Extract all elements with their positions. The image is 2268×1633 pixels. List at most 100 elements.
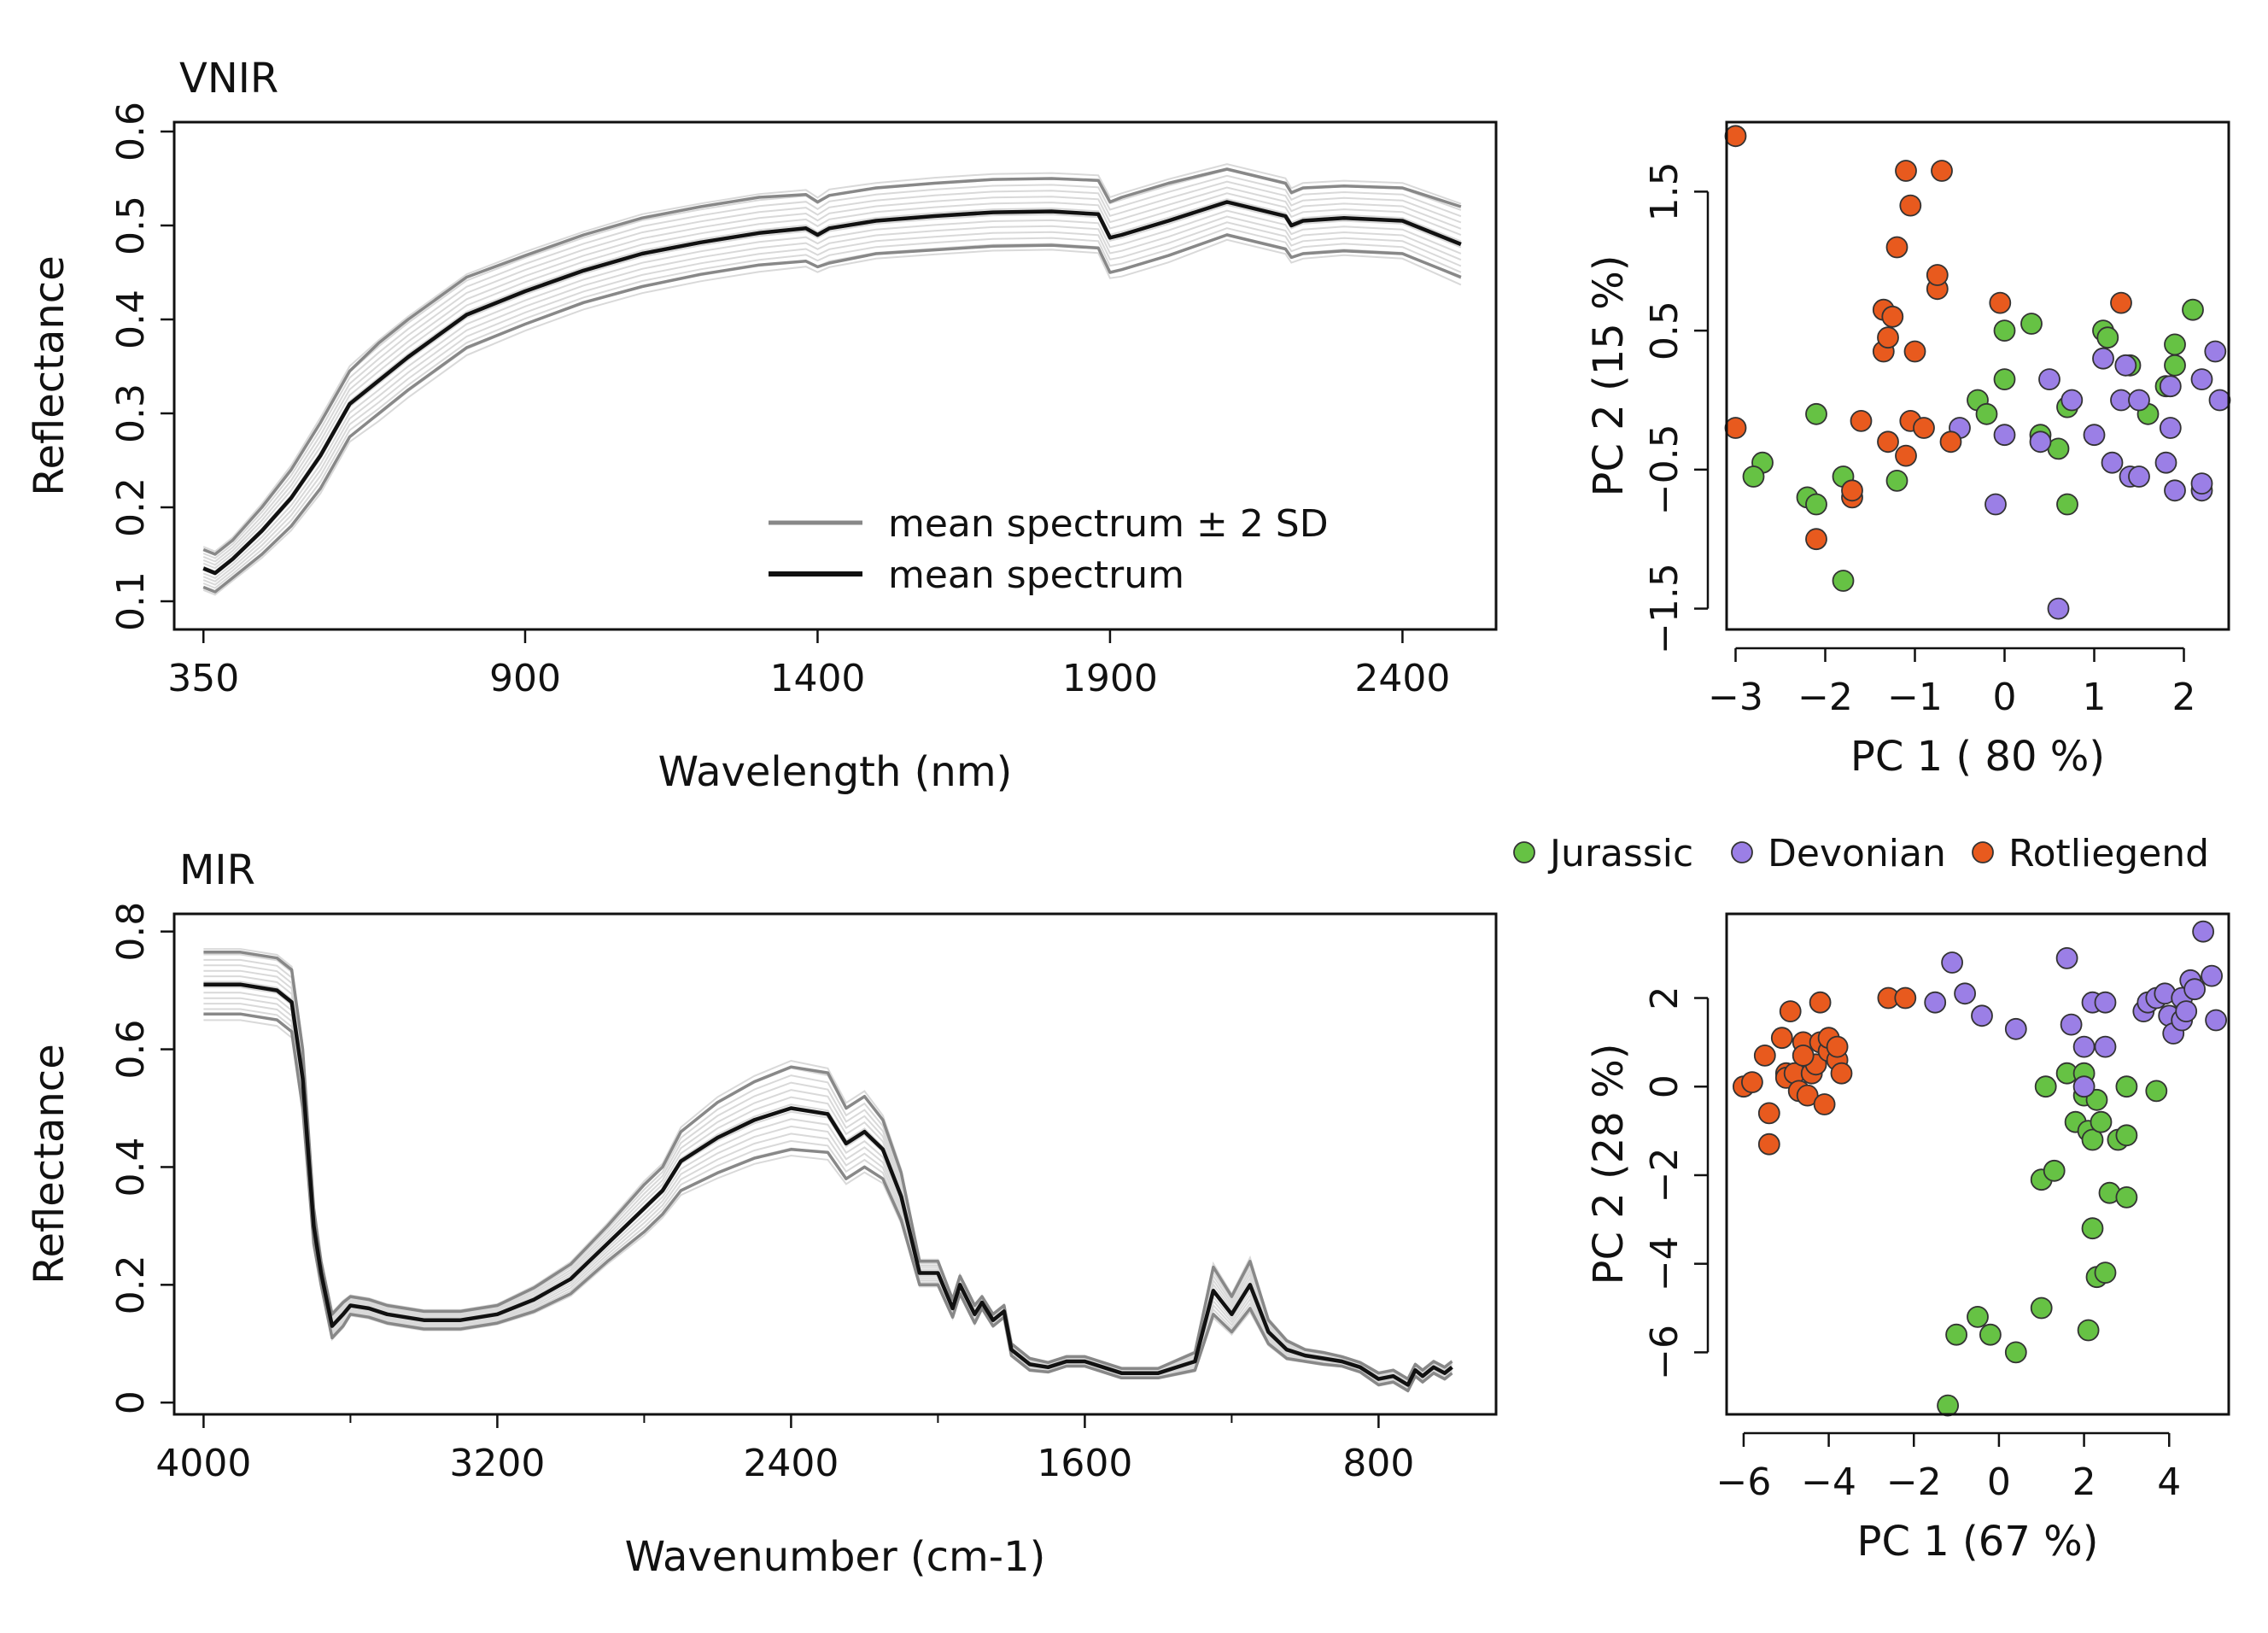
- data-point: [1877, 430, 1899, 454]
- x-tick-label: −6: [1716, 1460, 1771, 1504]
- legend-label: mean spectrum ± 2 SD: [888, 502, 1329, 546]
- x-tick-label: 4: [2157, 1460, 2181, 1504]
- x-tick-label: −2: [1797, 676, 1853, 719]
- data-point: [2128, 389, 2150, 412]
- sample-spectrum-line: [203, 997, 1453, 1390]
- data-point: [2020, 313, 2043, 335]
- plot-frame: [1725, 120, 2230, 631]
- plot-frame: [1725, 912, 2230, 1416]
- sample-spectrum-line: [202, 186, 1462, 566]
- data-point: [1813, 1093, 1836, 1115]
- data-point: [1941, 951, 1964, 974]
- data-point: [2043, 1159, 2066, 1182]
- x-tick-label: 0: [1993, 676, 2017, 719]
- data-point: [2115, 1124, 2138, 1147]
- y-tick-label: 1.5: [1643, 161, 1686, 221]
- data-point: [2092, 347, 2114, 370]
- data-point: [2204, 340, 2227, 363]
- data-point: [1724, 417, 1747, 439]
- data-point: [2029, 430, 2052, 454]
- data-point: [2094, 1035, 2117, 1058]
- sd-spectrum-line: [203, 951, 1453, 1381]
- data-point: [1809, 991, 1832, 1014]
- data-point: [2056, 493, 2078, 516]
- data-point: [1975, 402, 1998, 425]
- y-tick-label: 0.5: [1643, 301, 1686, 360]
- data-point: [2164, 479, 2186, 502]
- data-point: [2115, 1186, 2138, 1209]
- data-point: [2083, 424, 2106, 447]
- legend-marker: [1513, 841, 1535, 863]
- sample-spectrum-line: [202, 180, 1462, 563]
- data-point: [1954, 982, 1977, 1005]
- x-axis-label: Wavelength (nm): [658, 748, 1013, 796]
- y-tick-label: −6: [1643, 1325, 1686, 1380]
- data-point: [1757, 1133, 1780, 1156]
- y-tick-label: 0.6: [109, 1020, 153, 1080]
- data-point: [2159, 375, 2182, 398]
- y-axis-label: PC 2 (15 %): [1585, 255, 1633, 497]
- x-tick-label: 1: [2083, 676, 2107, 719]
- sample-spectrum-line: [202, 227, 1462, 589]
- data-point: [1984, 493, 2007, 516]
- data-point: [2055, 947, 2078, 969]
- data-point: [1885, 236, 1909, 259]
- data-point: [2081, 1128, 2104, 1151]
- y-axis-label: Reflectance: [26, 1044, 73, 1284]
- panel-pca-mir: −6 −4 −2 0 2 4 −6 −4 −2 0 2 PC 1 (67 %) PC 2 (28 %): [1585, 912, 2230, 1566]
- data-point: [1993, 424, 2016, 447]
- data-point: [2101, 451, 2124, 474]
- data-point: [2182, 298, 2204, 321]
- data-point: [2060, 389, 2084, 412]
- data-point: [2175, 1000, 2198, 1022]
- legend-label: Devonian: [1768, 832, 1946, 875]
- data-point: [1899, 194, 1922, 217]
- data-point: [1832, 570, 1855, 592]
- panel-mir: 4000 3200 2400 1600 800 0 0.2 0.4 0.6 0.8 Wavenumb…: [26, 846, 1498, 1581]
- data-point: [1877, 326, 1899, 349]
- data-point: [1924, 991, 1947, 1014]
- data-point: [1993, 319, 2016, 342]
- data-point: [2090, 1110, 2113, 1133]
- data-point: [2114, 354, 2137, 377]
- x-tick-label: 2: [2072, 1460, 2096, 1504]
- sample-spectrum-line: [202, 209, 1462, 579]
- sample-spectrum-line: [202, 163, 1462, 553]
- data-point: [2145, 1080, 2168, 1103]
- data-point: [2038, 368, 2060, 391]
- y-tick-label: 0.2: [109, 477, 153, 537]
- data-point: [2030, 1296, 2053, 1320]
- legend-label: mean spectrum: [888, 553, 1184, 597]
- data-point: [1742, 465, 1765, 488]
- y-tick-label: 0.1: [109, 571, 153, 631]
- data-point: [2094, 1261, 2117, 1284]
- x-tick-label: 2: [2172, 676, 2196, 719]
- y-axis-label: PC 2 (28 %): [1585, 1044, 1633, 1285]
- data-point: [2081, 1217, 2104, 1240]
- y-axis-label: Reflectance: [26, 255, 73, 495]
- x-tick-label: 2400: [1354, 657, 1450, 700]
- data-point: [2072, 1075, 2096, 1098]
- data-point: [1757, 1102, 1780, 1125]
- data-point: [2034, 1075, 2057, 1098]
- y-tick-label: 2: [1643, 986, 1686, 1010]
- panel-title: MIR: [179, 846, 255, 894]
- x-tick-label: 1900: [1062, 657, 1158, 700]
- data-point: [1937, 1394, 1960, 1417]
- legend-label: Jurassic: [1547, 832, 1693, 875]
- y-tick-label: 0.4: [109, 1137, 153, 1197]
- data-point: [2164, 333, 2186, 356]
- data-point: [1841, 479, 1863, 502]
- series-rotliegend: [1724, 125, 2132, 551]
- series-devonian: [1924, 920, 2228, 1098]
- x-tick-label: 2400: [743, 1442, 839, 1485]
- data-point: [2190, 368, 2213, 391]
- data-point: [1913, 417, 1935, 439]
- data-point: [1805, 528, 1827, 551]
- data-point: [1724, 125, 1747, 148]
- data-point: [1931, 160, 1953, 182]
- data-point: [1881, 305, 1904, 328]
- x-tick-label: −2: [1886, 1460, 1942, 1504]
